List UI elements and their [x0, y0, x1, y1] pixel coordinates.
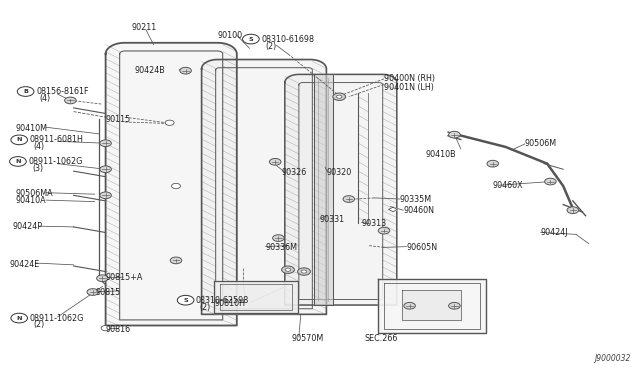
Text: 90815+A: 90815+A — [106, 273, 143, 282]
Text: 08911-1062G: 08911-1062G — [28, 157, 83, 166]
Circle shape — [298, 268, 310, 275]
Text: (2): (2) — [33, 320, 45, 329]
Text: 90410M: 90410M — [16, 124, 48, 133]
Text: 90336M: 90336M — [266, 243, 298, 252]
Text: 90326: 90326 — [282, 169, 307, 177]
Text: (2): (2) — [266, 42, 277, 51]
Circle shape — [273, 235, 284, 241]
Text: 90506M: 90506M — [525, 139, 557, 148]
Text: 08156-8161F: 08156-8161F — [36, 87, 89, 96]
Text: 90810H: 90810H — [214, 299, 245, 308]
Text: (2): (2) — [200, 303, 211, 312]
Circle shape — [172, 183, 180, 189]
Circle shape — [343, 196, 355, 202]
Circle shape — [11, 313, 28, 323]
Text: 90115: 90115 — [106, 115, 131, 124]
Text: 90605N: 90605N — [406, 243, 438, 252]
Text: 90506MA: 90506MA — [16, 189, 54, 198]
Circle shape — [487, 160, 499, 167]
Text: (4): (4) — [33, 142, 44, 151]
Text: 90331: 90331 — [320, 215, 345, 224]
Circle shape — [65, 97, 76, 104]
Text: S: S — [248, 36, 253, 42]
Circle shape — [100, 192, 111, 199]
Text: 90424B: 90424B — [134, 66, 165, 75]
Circle shape — [170, 257, 182, 264]
Text: 90460X: 90460X — [493, 182, 524, 190]
Circle shape — [243, 34, 259, 44]
Text: 90401N (LH): 90401N (LH) — [384, 83, 434, 92]
Text: B: B — [23, 89, 28, 94]
Polygon shape — [388, 207, 397, 212]
Circle shape — [11, 135, 28, 145]
Text: 90320: 90320 — [326, 169, 351, 177]
Circle shape — [17, 87, 34, 96]
Text: 90211: 90211 — [131, 23, 156, 32]
Text: SEC.266: SEC.266 — [365, 334, 398, 343]
Circle shape — [269, 158, 281, 165]
Text: 08310-62598: 08310-62598 — [195, 296, 248, 305]
Text: 90816: 90816 — [106, 325, 131, 334]
Text: 08911-6081H: 08911-6081H — [29, 135, 83, 144]
Text: 90410A: 90410A — [16, 196, 47, 205]
Circle shape — [404, 302, 415, 309]
Circle shape — [100, 166, 111, 173]
Text: 90424E: 90424E — [10, 260, 40, 269]
Circle shape — [449, 302, 460, 309]
Circle shape — [567, 207, 579, 214]
Circle shape — [282, 266, 294, 273]
Text: 08310-61698: 08310-61698 — [261, 35, 314, 44]
Polygon shape — [314, 74, 333, 305]
Text: 90335M: 90335M — [400, 195, 432, 203]
Circle shape — [10, 157, 26, 166]
Circle shape — [97, 275, 108, 282]
Circle shape — [87, 289, 99, 295]
Text: 90400N (RH): 90400N (RH) — [384, 74, 435, 83]
Polygon shape — [214, 281, 298, 313]
Circle shape — [337, 95, 342, 98]
Text: 90424J: 90424J — [541, 228, 568, 237]
Polygon shape — [106, 43, 237, 326]
Text: S: S — [183, 298, 188, 303]
Circle shape — [285, 268, 291, 271]
Polygon shape — [378, 279, 486, 333]
Text: (3): (3) — [32, 164, 43, 173]
Circle shape — [177, 295, 194, 305]
Circle shape — [100, 140, 111, 147]
Polygon shape — [402, 290, 461, 320]
Text: (4): (4) — [40, 94, 51, 103]
Text: N: N — [17, 137, 22, 142]
Polygon shape — [285, 74, 397, 305]
Text: 90570M: 90570M — [291, 334, 323, 343]
Circle shape — [333, 93, 346, 100]
Circle shape — [449, 131, 460, 138]
Text: 90100: 90100 — [218, 31, 243, 40]
Circle shape — [101, 326, 110, 331]
Text: 90460N: 90460N — [403, 206, 434, 215]
Text: 90410B: 90410B — [426, 150, 456, 159]
Circle shape — [301, 270, 307, 273]
Polygon shape — [202, 60, 326, 314]
Text: 90815: 90815 — [96, 288, 121, 296]
Text: N: N — [15, 159, 20, 164]
Circle shape — [165, 120, 174, 125]
Text: J9000032: J9000032 — [594, 354, 630, 363]
Text: 08911-1062G: 08911-1062G — [29, 314, 84, 323]
Text: 90424P: 90424P — [13, 222, 43, 231]
Text: 90313: 90313 — [362, 219, 387, 228]
Circle shape — [378, 227, 390, 234]
Text: N: N — [17, 315, 22, 321]
Circle shape — [545, 178, 556, 185]
Circle shape — [180, 67, 191, 74]
